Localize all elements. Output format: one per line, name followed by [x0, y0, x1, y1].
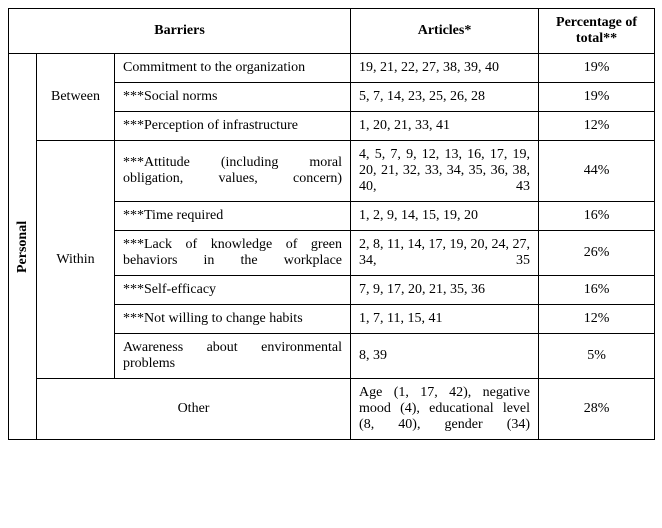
barriers-table: Barriers Articles* Percentage of total**…	[8, 8, 655, 440]
pct-line2: total**	[576, 31, 617, 46]
side-label-personal: Personal	[9, 54, 37, 440]
group-other: Other	[37, 379, 351, 440]
barrier-cell: Commitment to the organization	[115, 54, 351, 83]
barrier-cell: ***Self-efficacy	[115, 276, 351, 305]
articles-cell: 2, 8, 11, 14, 17, 19, 20, 24, 27, 34, 35	[351, 231, 539, 276]
table-header-row: Barriers Articles* Percentage of total**	[9, 9, 655, 54]
barrier-cell: ***Not willing to change habits	[115, 305, 351, 334]
pct-cell: 28%	[539, 379, 655, 440]
pct-cell: 12%	[539, 305, 655, 334]
table-row: Other Age (1, 17, 42), negative mood (4)…	[9, 379, 655, 440]
table-row: Within ***Attitude (including moral obli…	[9, 141, 655, 202]
header-percentage: Percentage of total**	[539, 9, 655, 54]
pct-cell: 26%	[539, 231, 655, 276]
articles-cell: 1, 20, 21, 33, 41	[351, 112, 539, 141]
articles-cell: 5, 7, 14, 23, 25, 26, 28	[351, 83, 539, 112]
articles-cell: Age (1, 17, 42), negative mood (4), educ…	[351, 379, 539, 440]
articles-cell: 1, 7, 11, 15, 41	[351, 305, 539, 334]
barrier-cell: ***Lack of knowledge of green behaviors …	[115, 231, 351, 276]
barrier-cell: ***Attitude (including moral obligation,…	[115, 141, 351, 202]
pct-cell: 16%	[539, 202, 655, 231]
pct-cell: 19%	[539, 83, 655, 112]
pct-cell: 19%	[539, 54, 655, 83]
articles-cell: 19, 21, 22, 27, 38, 39, 40	[351, 54, 539, 83]
barrier-cell: ***Perception of infrastructure	[115, 112, 351, 141]
articles-cell: 1, 2, 9, 14, 15, 19, 20	[351, 202, 539, 231]
pct-cell: 5%	[539, 334, 655, 379]
group-between: Between	[37, 54, 115, 141]
barrier-cell: Awareness about environmental problems	[115, 334, 351, 379]
barrier-cell: ***Social norms	[115, 83, 351, 112]
barrier-cell: ***Time required	[115, 202, 351, 231]
pct-cell: 12%	[539, 112, 655, 141]
articles-cell: 4, 5, 7, 9, 12, 13, 16, 17, 19, 20, 21, …	[351, 141, 539, 202]
group-within: Within	[37, 141, 115, 379]
header-articles: Articles*	[351, 9, 539, 54]
articles-cell: 8, 39	[351, 334, 539, 379]
pct-cell: 44%	[539, 141, 655, 202]
pct-line1: Percentage of	[556, 15, 637, 30]
articles-cell: 7, 9, 17, 20, 21, 35, 36	[351, 276, 539, 305]
header-barriers: Barriers	[9, 9, 351, 54]
pct-cell: 16%	[539, 276, 655, 305]
table-row: Personal Between Commitment to the organ…	[9, 54, 655, 83]
